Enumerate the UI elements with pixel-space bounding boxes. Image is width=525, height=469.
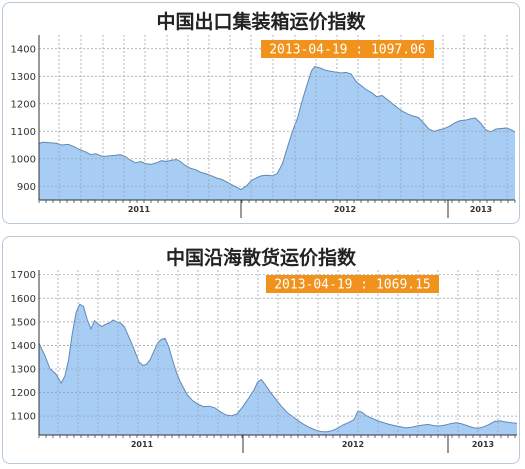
y-tick-label: 1200 [11,99,36,110]
x-tick-label: 2012 [342,440,364,449]
x-tick-label: 2013 [472,440,494,449]
container-index-chart: 900 1000 1100 1200 1300 1400 2011 2012 2013 2013-… [11,35,516,218]
y-tick-label: 1200 [11,388,36,399]
x-tick-label: 2013 [470,205,492,214]
annotation-badge [266,275,439,293]
x-tick-label: 2011 [131,440,154,449]
x-tick-label: 2011 [128,205,151,214]
container-index-panel: 中国出口集装箱运价指数 900 1000 1100 1200 1300 1400 2011 2… [2,2,520,224]
x-tick-label: 2012 [334,205,356,214]
y-tick-label: 1100 [11,412,36,423]
series-line [38,66,516,191]
y-tick-label: 1700 [11,270,36,281]
y-tick-label: 1400 [11,44,36,55]
y-tick-label: 900 [17,182,36,193]
y-tick-label: 1400 [11,341,36,352]
bulk-index-panel: 中国沿海散货运价指数 1100 1200 1300 1400 1500 1600 1700 2… [2,236,520,464]
chart-title: 中国沿海散货运价指数 [165,247,356,269]
y-tick-label: 1300 [11,365,36,376]
y-tick-label: 1100 [11,127,36,138]
chart-title: 中国出口集装箱运价指数 [156,11,366,33]
series-area [39,66,515,200]
series-area [39,304,517,435]
annotation-badge [261,40,434,58]
annotation-text: 2013-04-19 : 1069.15 [274,278,431,293]
y-tick-label: 1500 [11,317,36,328]
annotation-text: 2013-04-19 : 1097.06 [269,43,426,58]
y-tick-label: 1000 [11,154,36,165]
y-tick-label: 1300 [11,72,36,83]
y-tick-label: 1600 [11,294,36,305]
bulk-index-chart: 1100 1200 1300 1400 1500 1600 1700 2011 2012 2013… [11,270,518,453]
series-line [38,303,518,433]
